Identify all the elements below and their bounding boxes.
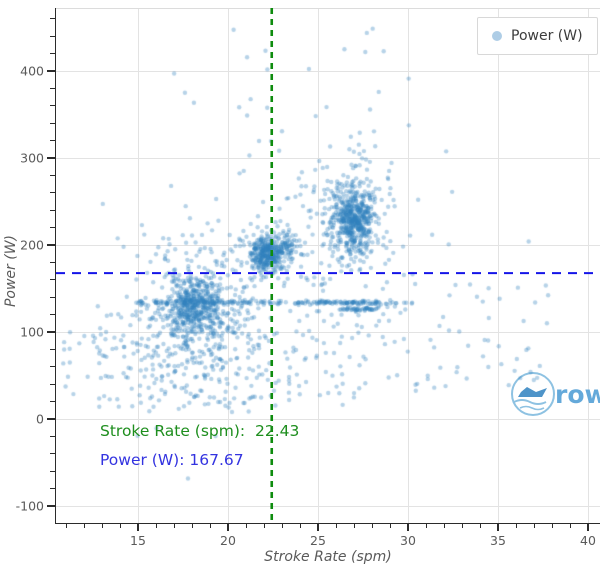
stroke-rate-annotation: Stroke Rate (spm): 22.43 [100, 422, 300, 440]
power-annotation: Power (W): 167.67 [100, 451, 244, 469]
legend: Power (W) [477, 17, 598, 55]
legend-marker-icon [492, 31, 502, 41]
legend-label: Power (W) [511, 28, 583, 44]
